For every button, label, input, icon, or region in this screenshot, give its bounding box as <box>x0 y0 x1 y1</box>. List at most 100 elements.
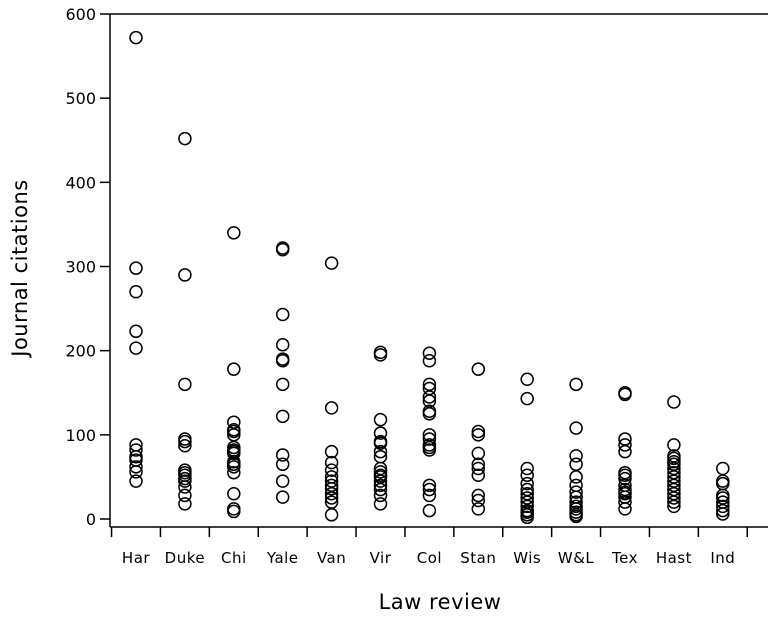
y-tick-label: 200 <box>65 342 96 361</box>
data-point <box>373 497 388 511</box>
data-point <box>373 478 388 493</box>
data-point <box>324 401 339 415</box>
data-point <box>178 488 192 503</box>
x-tick-label: Duke <box>165 549 205 567</box>
data-point <box>129 324 143 339</box>
data-point <box>471 362 486 376</box>
data-point <box>667 451 681 466</box>
data-point <box>716 507 730 521</box>
data-point <box>422 432 437 446</box>
data-point <box>422 488 437 503</box>
data-point <box>471 502 486 516</box>
x-tick-label: Van <box>317 549 346 567</box>
data-point <box>129 261 143 275</box>
data-point <box>716 503 730 518</box>
data-point <box>520 510 534 525</box>
data-point <box>471 488 486 503</box>
data-point <box>422 482 437 497</box>
x-tick-label: Vir <box>370 549 392 567</box>
data-point <box>373 348 388 362</box>
data-point <box>618 387 632 402</box>
data-point <box>178 268 192 282</box>
data-point <box>716 499 730 514</box>
data-point <box>373 436 388 450</box>
data-point <box>471 493 486 508</box>
x-tick-label: Tex <box>611 549 638 567</box>
data-point <box>324 256 339 270</box>
data-point <box>373 482 388 497</box>
data-point <box>618 468 632 482</box>
data-point <box>471 428 486 442</box>
data-point <box>422 443 437 457</box>
data-point <box>324 491 339 505</box>
data-point <box>227 504 241 519</box>
x-tick-label: Yale <box>266 549 299 567</box>
data-point <box>569 485 583 499</box>
data-point <box>569 509 583 524</box>
data-point <box>667 395 681 409</box>
y-tick-label: 0 <box>86 510 96 529</box>
data-point <box>667 495 681 509</box>
data-point <box>324 481 339 496</box>
data-point <box>129 460 143 474</box>
data-point <box>569 421 583 435</box>
data-point <box>373 444 388 459</box>
data-point <box>129 30 143 45</box>
data-point <box>667 491 681 505</box>
data-point <box>471 457 486 472</box>
y-axis-ticks: 0 100 200 300 400 500 600 <box>65 5 110 529</box>
data-point <box>618 495 632 509</box>
x-tick-label: Ind <box>710 549 735 567</box>
x-tick-label: Har <box>122 549 150 567</box>
data-point <box>667 499 681 514</box>
data-point <box>520 499 534 514</box>
data-point <box>227 446 241 461</box>
data-point <box>373 488 388 503</box>
data-point <box>716 461 730 476</box>
x-tick-label: Hast <box>656 549 692 567</box>
data-point <box>129 449 143 464</box>
data-point <box>227 226 241 240</box>
data-point <box>178 497 192 511</box>
data-point <box>618 444 632 459</box>
data-point <box>422 390 437 404</box>
x-axis-title: Law review <box>379 590 502 614</box>
data-point <box>373 412 388 427</box>
data-point <box>178 434 192 449</box>
data-point <box>324 444 339 459</box>
data-point <box>373 426 388 440</box>
data-point <box>129 443 143 457</box>
data-point <box>275 377 290 392</box>
data-point <box>373 474 388 488</box>
x-tick-label: Col <box>417 549 442 567</box>
data-point <box>373 465 388 479</box>
data-point <box>178 480 192 494</box>
data-point <box>569 457 583 472</box>
y-tick-label: 400 <box>65 173 96 192</box>
data-point <box>520 468 534 482</box>
data-point <box>569 449 583 463</box>
data-point <box>422 354 437 368</box>
data-point <box>324 487 339 501</box>
data-point <box>520 461 534 476</box>
data-point <box>324 455 339 470</box>
data-point <box>471 424 486 439</box>
data-point <box>178 131 192 146</box>
data-point <box>275 474 290 488</box>
data-point <box>520 476 534 491</box>
y-tick-label: 500 <box>65 89 96 108</box>
data-point <box>129 474 143 488</box>
data-point <box>422 346 437 360</box>
axes <box>109 13 768 528</box>
data-point <box>618 438 632 452</box>
data-point <box>618 502 632 516</box>
data-point <box>178 439 192 453</box>
data-point <box>667 438 681 452</box>
x-axis-ticks: Har Duke Chi Yale Van Vir Col Stan Wis W&L Tex Hast… <box>110 527 748 567</box>
x-tick-label: Chi <box>221 549 247 567</box>
x-tick-label: W&L <box>558 549 595 567</box>
y-tick-label: 600 <box>65 5 96 24</box>
data-point <box>178 377 192 392</box>
data-point <box>227 424 241 439</box>
data-point <box>422 503 437 518</box>
